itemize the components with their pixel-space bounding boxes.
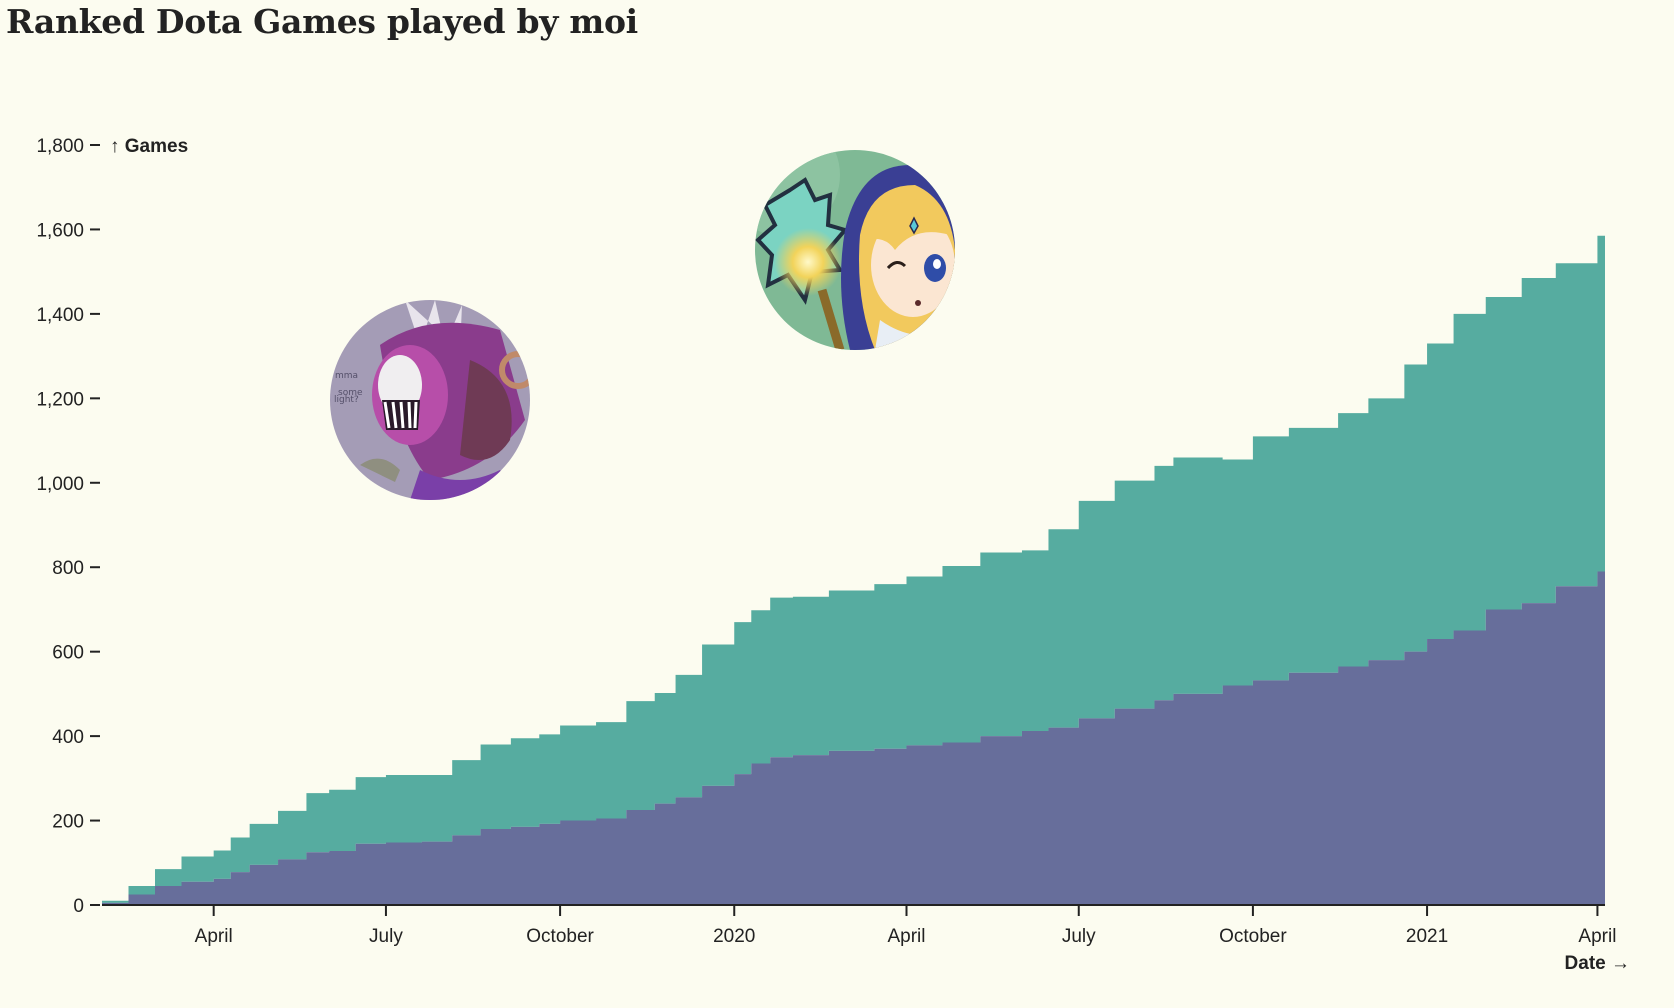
y-tick-label: 1,600	[36, 220, 84, 241]
y-tick-label: 1,400	[36, 305, 84, 326]
chart-title: Ranked Dota Games played by moi	[6, 2, 638, 41]
y-tick-label: 600	[52, 643, 84, 664]
y-axis-label: ↑ Games	[110, 136, 188, 157]
y-tick-label: 200	[52, 812, 84, 833]
x-tick-label: July	[1062, 926, 1096, 947]
y-tick-label: 800	[52, 558, 84, 579]
y-tick-label: 1,200	[36, 389, 84, 410]
x-axis: April July October 2020 April July October 2021…	[102, 904, 1616, 947]
area-layer	[102, 204, 1605, 905]
y-tick-label: 0	[73, 896, 84, 917]
crystal-maiden-hero-portrait	[755, 150, 955, 350]
x-tick-label: July	[369, 926, 403, 947]
svg-text:mma: mma	[335, 371, 358, 381]
bane-hero-portrait: mma some light?	[330, 300, 530, 500]
svg-text:light?: light?	[334, 395, 359, 405]
y-tick-label: 1,000	[36, 474, 84, 495]
x-tick-label: 2020	[713, 926, 755, 947]
area-top-series	[102, 204, 1605, 903]
x-tick-label: April	[887, 926, 925, 947]
y-tick-label: 1,800	[36, 136, 84, 157]
x-tick-label: October	[1219, 926, 1287, 947]
y-tick-label: 400	[52, 727, 84, 748]
svg-text:some: some	[338, 388, 363, 398]
x-tick-label: April	[1578, 926, 1616, 947]
y-axis: 0 200 400 600 800 1,000 1,200 1,400 1,600 1,800	[36, 136, 100, 917]
x-tick-label: 2021	[1406, 926, 1448, 947]
area-bottom-series	[102, 556, 1605, 905]
x-tick-label: October	[526, 926, 594, 947]
x-axis-label: Date →	[1565, 953, 1630, 974]
x-tick-label: April	[195, 926, 233, 947]
